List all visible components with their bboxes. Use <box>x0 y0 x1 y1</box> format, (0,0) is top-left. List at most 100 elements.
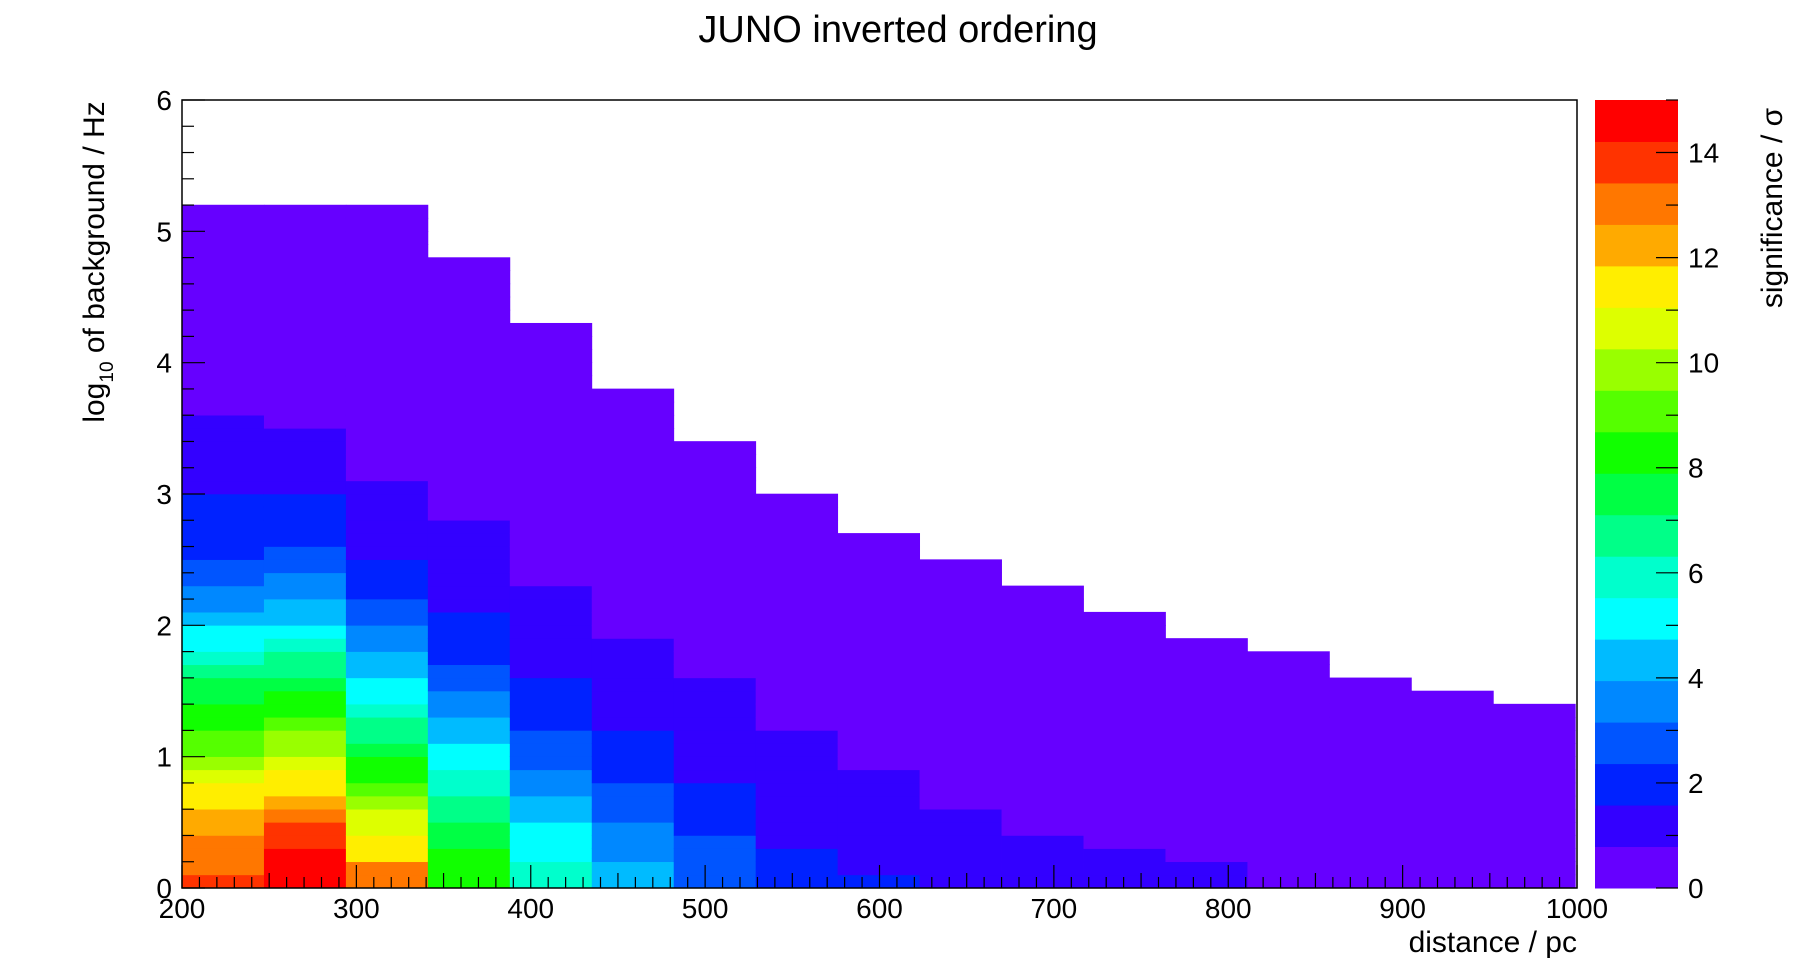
heatmap-cell <box>1165 664 1248 679</box>
heatmap-cell <box>837 638 921 652</box>
heatmap-cell <box>263 336 347 350</box>
heatmap-cell <box>1493 782 1576 797</box>
heatmap-cell <box>591 835 675 849</box>
heatmap-cell <box>263 309 347 324</box>
x-axis-tick-label: 500 <box>682 893 729 924</box>
color-scale-band <box>1595 846 1678 889</box>
heatmap-cell <box>345 638 429 652</box>
heatmap-cell <box>673 874 757 889</box>
heatmap-cell <box>345 598 429 613</box>
heatmap-cell <box>509 336 593 350</box>
heatmap-cell <box>755 664 839 679</box>
heatmap-cell <box>345 572 429 587</box>
heatmap-cell <box>427 585 511 600</box>
heatmap-cell <box>1001 690 1084 705</box>
heatmap-cell <box>345 848 429 863</box>
heatmap-cell <box>345 546 429 560</box>
color-scale-tick-label: 2 <box>1688 768 1704 799</box>
color-scale-band <box>1595 514 1678 557</box>
heatmap-cell <box>427 874 511 889</box>
heatmap-cell <box>182 204 265 219</box>
heatmap-cell <box>182 559 265 574</box>
heatmap-cell <box>182 572 265 587</box>
heatmap-cell <box>509 703 593 718</box>
heatmap-cell <box>509 533 593 547</box>
heatmap-cell <box>427 270 511 285</box>
heatmap-cell <box>427 638 511 652</box>
heatmap-cell <box>755 861 839 876</box>
heatmap-cell <box>837 716 921 731</box>
heatmap-cell <box>1001 861 1084 876</box>
heatmap-cell <box>263 598 347 613</box>
heatmap-cell <box>263 428 347 442</box>
heatmap-cell <box>1493 874 1576 889</box>
heatmap-cell <box>1165 651 1248 666</box>
heatmap-cell <box>673 625 757 639</box>
heatmap-cell <box>182 598 265 613</box>
heatmap-cell <box>345 231 429 245</box>
heatmap-cell <box>182 296 265 311</box>
heatmap-cell <box>1247 756 1330 771</box>
heatmap-cell <box>755 625 839 639</box>
heatmap-cell <box>509 559 593 574</box>
heatmap-cell <box>427 349 511 363</box>
heatmap-cell <box>837 559 921 574</box>
heatmap-cell <box>182 585 265 600</box>
heatmap-cell <box>263 480 347 495</box>
heatmap-cell <box>345 625 429 639</box>
heatmap-cell <box>182 493 265 508</box>
heatmap-cell <box>182 375 265 390</box>
heatmap-cell <box>345 533 429 547</box>
heatmap-cell <box>755 533 839 547</box>
heatmap-cell <box>263 651 347 666</box>
heatmap-cell <box>673 743 757 757</box>
heatmap-cell <box>345 375 429 390</box>
heatmap-cell <box>673 493 757 508</box>
heatmap-cell <box>1247 716 1330 731</box>
heatmap-cell <box>263 467 347 482</box>
heatmap-cell <box>1083 782 1166 797</box>
heatmap-cell <box>1165 703 1248 718</box>
heatmap-cell <box>1001 795 1084 810</box>
heatmap-cell <box>182 467 265 482</box>
heatmap-cell <box>673 519 757 534</box>
heatmap-cell <box>345 664 429 679</box>
heatmap-cell <box>509 506 593 521</box>
heatmap-cell <box>182 756 265 771</box>
heatmap-cell <box>1411 743 1494 757</box>
heatmap-cell <box>591 572 675 587</box>
heatmap-cell <box>345 441 429 455</box>
color-scale-band <box>1595 473 1678 516</box>
heatmap-cell <box>1083 703 1166 718</box>
y-axis-tick-label: 4 <box>156 348 172 379</box>
heatmap-cell <box>345 730 429 744</box>
heatmap-cell <box>427 414 511 429</box>
heatmap-cell <box>591 651 675 666</box>
heatmap-cell <box>1001 703 1084 718</box>
heatmap-cell <box>345 480 429 495</box>
heatmap-cell <box>1083 808 1166 823</box>
heatmap-cell <box>1001 874 1084 889</box>
heatmap-cell <box>427 690 511 705</box>
color-scale-band <box>1595 597 1678 640</box>
heatmap-cell <box>263 401 347 416</box>
heatmap-cell <box>427 533 511 547</box>
heatmap-cell <box>1001 625 1084 639</box>
heatmap-cell <box>509 743 593 757</box>
heatmap-cell <box>1493 769 1576 784</box>
heatmap-cell <box>182 690 265 705</box>
y-axis-tick-label: 3 <box>156 479 172 510</box>
heatmap-cell <box>427 756 511 771</box>
heatmap-cell <box>509 467 593 482</box>
heatmap-cell <box>509 756 593 771</box>
heatmap-cell <box>182 533 265 547</box>
heatmap-cell <box>263 217 347 232</box>
heatmap-cell <box>919 730 1002 744</box>
heatmap-cell <box>591 690 675 705</box>
heatmap-cell <box>1001 848 1084 863</box>
heatmap-cell <box>837 703 921 718</box>
heatmap-cell <box>263 861 347 876</box>
color-scale-band <box>1595 680 1678 723</box>
heatmap-cell <box>673 480 757 495</box>
